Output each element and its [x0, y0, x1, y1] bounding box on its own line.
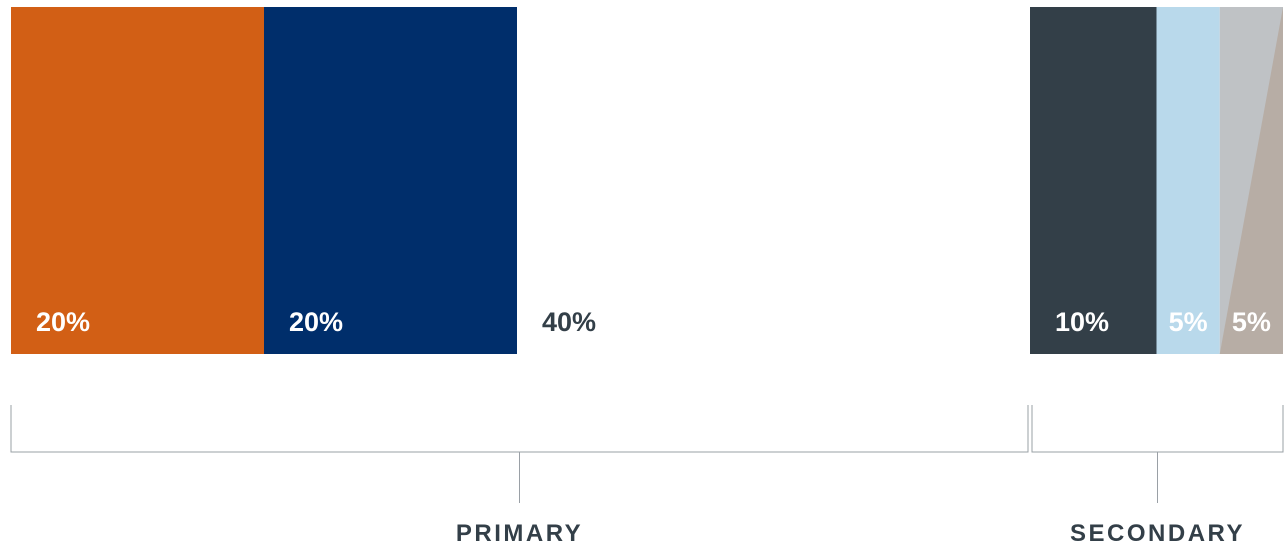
segment-labels: 20% 20% 40% 10% 5% 5% — [36, 307, 1271, 337]
group-labels: PRIMARY SECONDARY — [456, 520, 1245, 547]
bar-segment — [1030, 7, 1157, 354]
segment-label: 40% — [542, 307, 596, 337]
segment-label: 10% — [1055, 307, 1109, 337]
bar-segment — [517, 7, 1023, 354]
bar-segment — [1156, 7, 1220, 354]
bar-segments — [11, 7, 1283, 354]
group-brackets — [10, 405, 1284, 503]
segment-label: 5% — [1169, 307, 1208, 337]
segment-label: 20% — [36, 307, 90, 337]
bar-segment — [264, 7, 517, 354]
group-label: PRIMARY — [456, 520, 583, 547]
bar-segment — [11, 7, 264, 354]
group-bracket — [10, 405, 1029, 503]
group-bracket — [1031, 405, 1284, 503]
group-label: SECONDARY — [1070, 520, 1245, 547]
segment-label: 5% — [1232, 307, 1271, 337]
accent-wedge — [1219, 7, 1283, 354]
segment-label: 20% — [289, 307, 343, 337]
